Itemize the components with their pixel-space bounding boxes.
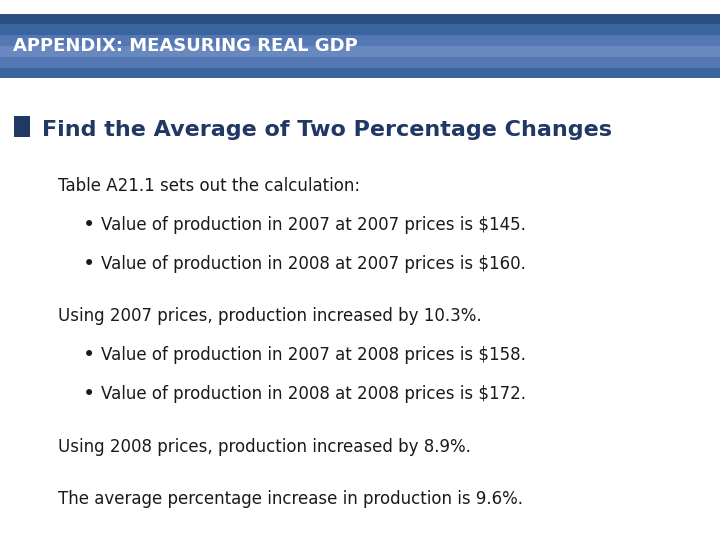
Text: •: • <box>83 254 95 274</box>
Text: Value of production in 2007 at 2008 prices is $158.: Value of production in 2007 at 2008 pric… <box>101 346 526 364</box>
Text: Using 2008 prices, production increased by 8.9%.: Using 2008 prices, production increased … <box>58 437 470 456</box>
Bar <box>0 57 720 68</box>
Bar <box>0 14 720 24</box>
Text: Table A21.1 sets out the calculation:: Table A21.1 sets out the calculation: <box>58 177 360 195</box>
Bar <box>0 46 720 57</box>
Text: Value of production in 2008 at 2008 prices is $172.: Value of production in 2008 at 2008 pric… <box>101 385 526 403</box>
Text: •: • <box>83 384 95 404</box>
Text: •: • <box>83 345 95 366</box>
Text: Using 2007 prices, production increased by 10.3%.: Using 2007 prices, production increased … <box>58 307 481 326</box>
Bar <box>0 24 720 35</box>
Text: Find the Average of Two Percentage Changes: Find the Average of Two Percentage Chang… <box>42 119 612 140</box>
Bar <box>0 68 720 78</box>
Text: Value of production in 2008 at 2007 prices is $160.: Value of production in 2008 at 2007 pric… <box>101 255 526 273</box>
Bar <box>0 35 720 46</box>
Text: •: • <box>83 215 95 235</box>
Text: Value of production in 2007 at 2007 prices is $145.: Value of production in 2007 at 2007 pric… <box>101 216 526 234</box>
Text: APPENDIX: MEASURING REAL GDP: APPENDIX: MEASURING REAL GDP <box>13 37 358 55</box>
Text: The average percentage increase in production is 9.6%.: The average percentage increase in produ… <box>58 490 523 508</box>
Bar <box>14 116 30 137</box>
